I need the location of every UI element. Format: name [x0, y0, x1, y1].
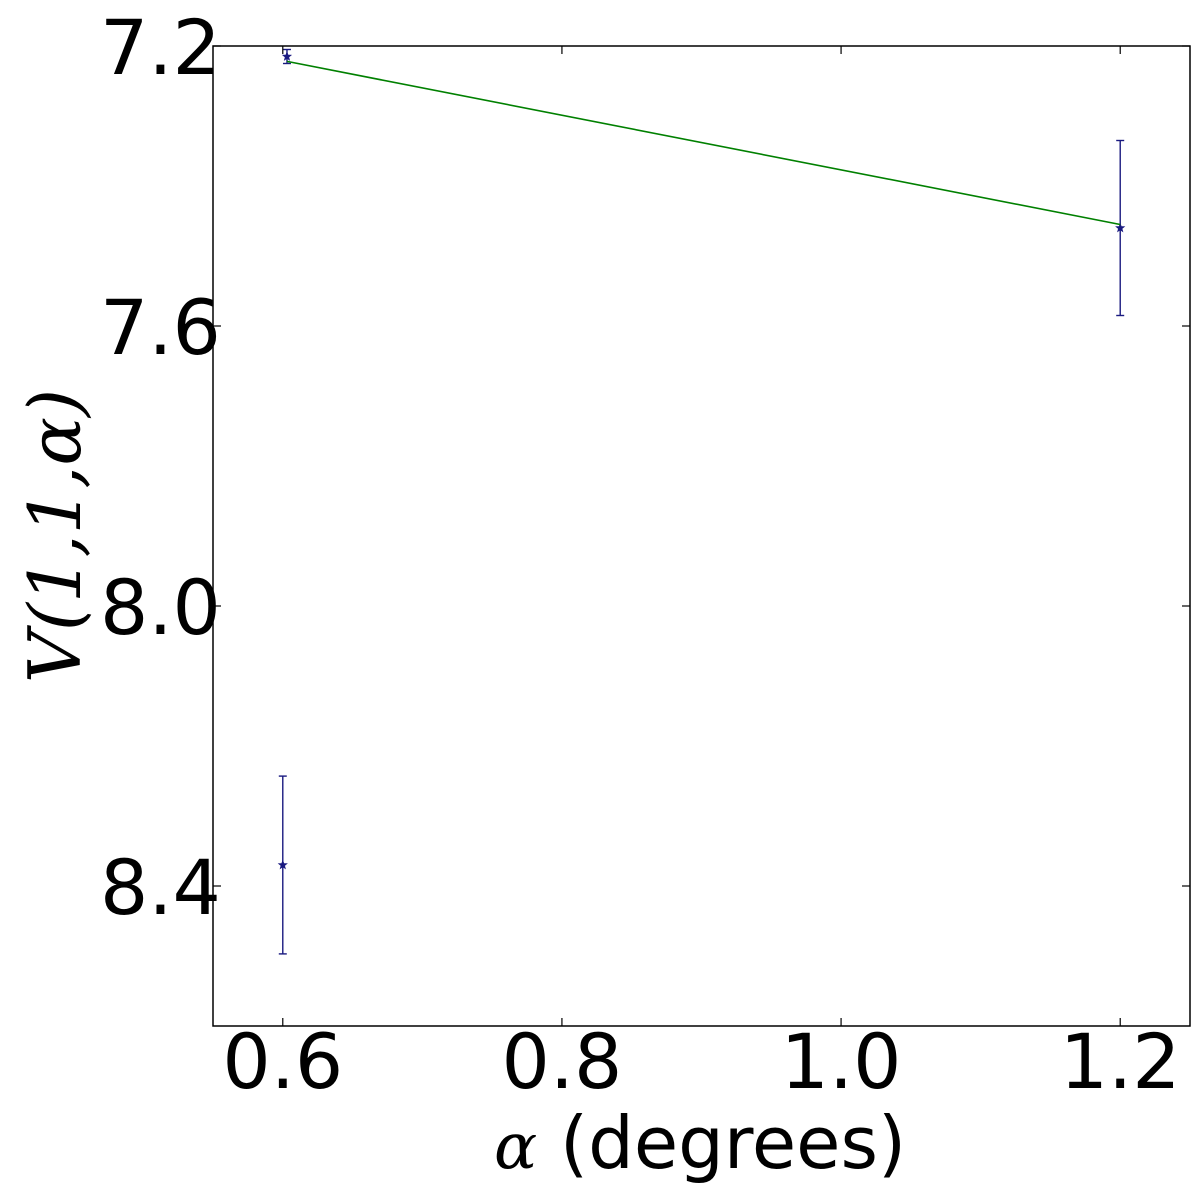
x-tick-label: 1.2 — [1060, 1017, 1181, 1106]
y-tick-label: 7.6 — [100, 283, 221, 372]
tick-marks — [213, 45, 1190, 1026]
data-point-star — [281, 51, 293, 61]
x-tick-labels: 0.6 0.8 1.0 1.2 — [222, 1017, 1180, 1106]
data-point-star — [1115, 222, 1126, 233]
x-tick-label: 1.0 — [781, 1017, 902, 1106]
y-tick-label: 7.2 — [100, 3, 221, 92]
y-tick-label: 8.0 — [100, 563, 221, 652]
y-tick-label: 8.4 — [100, 843, 221, 932]
data-layer — [277, 48, 1126, 955]
x-axis-label-text: (degrees) — [537, 1101, 906, 1185]
y-tick-labels: 7.2 7.6 8.0 8.4 — [100, 3, 221, 932]
x-axis-label-symbol: α — [494, 1110, 537, 1184]
plot-frame — [212, 45, 1191, 1027]
fit-line — [286, 60, 1121, 226]
x-tick-label: 0.6 — [222, 1017, 343, 1106]
x-tick-label: 0.8 — [501, 1017, 622, 1106]
x-axis-label: α (degrees) — [494, 1101, 906, 1185]
data-point-star — [277, 859, 288, 870]
y-axis-label: V(1,1,α) — [13, 389, 97, 683]
